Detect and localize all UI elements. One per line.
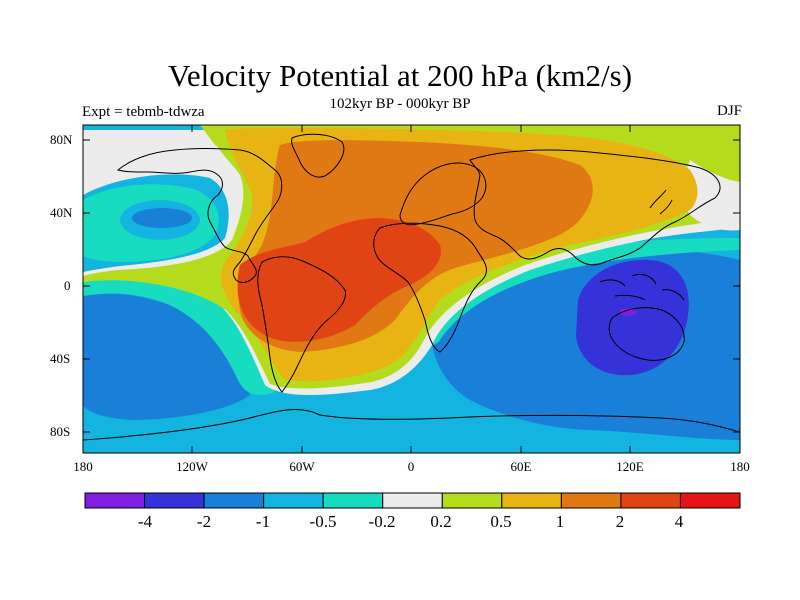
field-pacific-blue-core (132, 208, 192, 228)
field-south-pacific-blue (83, 293, 250, 420)
colorbar-swatch (203, 492, 265, 509)
colorbar-label: 0.5 (490, 512, 512, 531)
field-red-orange (237, 218, 441, 342)
colorbar-label: 1 (555, 512, 565, 531)
contour-field (83, 125, 740, 453)
colorbar-swatch (620, 492, 681, 509)
coast-europe (399, 162, 487, 226)
lat-label-40n: 40N (50, 205, 73, 220)
colorbar-label: 4 (674, 512, 684, 531)
season-label: DJF (716, 103, 742, 119)
colorbar-swatch (144, 492, 205, 509)
lon-label-180w: 180 (73, 459, 93, 474)
colorbar-label: -2 (196, 512, 212, 531)
colorbar-label: -0.2 (368, 512, 396, 531)
coast-japan (649, 189, 673, 215)
lon-label-60w: 60W (289, 459, 315, 474)
colorbar-swatch (263, 492, 324, 509)
experiment-label: Expt = tebmb-tdwza (82, 104, 205, 120)
lat-label-0: 0 (64, 278, 71, 293)
colorbar-swatch (322, 492, 384, 509)
colorbar-swatch (382, 492, 443, 509)
coast-antarctica (83, 409, 740, 441)
lon-label-0: 0 (407, 459, 415, 474)
colorbar-swatch (679, 492, 741, 509)
colorbar-label: 0.2 (430, 512, 452, 531)
coast-asia (469, 149, 721, 266)
colorbar-swatch (501, 492, 562, 509)
lat-label-80s: 80S (50, 424, 71, 439)
coast-south-america (257, 256, 347, 393)
colorbar-label: -1 (255, 512, 271, 531)
lat-label-40s: 40S (50, 351, 71, 366)
map-title: Velocity Potential at 200 hPa (km2/s) (167, 58, 633, 93)
lat-label-80n: 80N (50, 132, 73, 147)
lon-label-180e: 180 (730, 459, 750, 474)
longitude-tick-marks (82, 125, 741, 453)
lon-label-120w: 120W (176, 459, 208, 474)
field-maritime-indigo (576, 259, 689, 376)
colorbar-label: -0.5 (309, 512, 337, 531)
colorbar-swatch (441, 492, 503, 509)
lon-label-60e: 60E (510, 459, 532, 474)
coast-maritime (599, 273, 685, 301)
coastlines (83, 133, 740, 441)
coast-greenland (291, 133, 345, 178)
colorbar (84, 492, 741, 509)
latitude-tick-marks (83, 139, 740, 433)
coast-north-america (116, 148, 283, 284)
field-white-northwest (83, 137, 199, 171)
field-white-northeast (683, 160, 740, 231)
colorbar-label: -4 (137, 512, 153, 531)
colorbar-swatch (84, 492, 146, 509)
field-purple-core (619, 308, 637, 316)
coast-africa (373, 222, 487, 353)
colorbar-swatch (560, 492, 622, 509)
coast-australia (608, 307, 685, 361)
map-subtitle: 102kyr BP - 000kyr BP (329, 96, 471, 112)
lon-label-120e: 120E (616, 459, 644, 474)
colorbar-label: 2 (615, 512, 625, 531)
